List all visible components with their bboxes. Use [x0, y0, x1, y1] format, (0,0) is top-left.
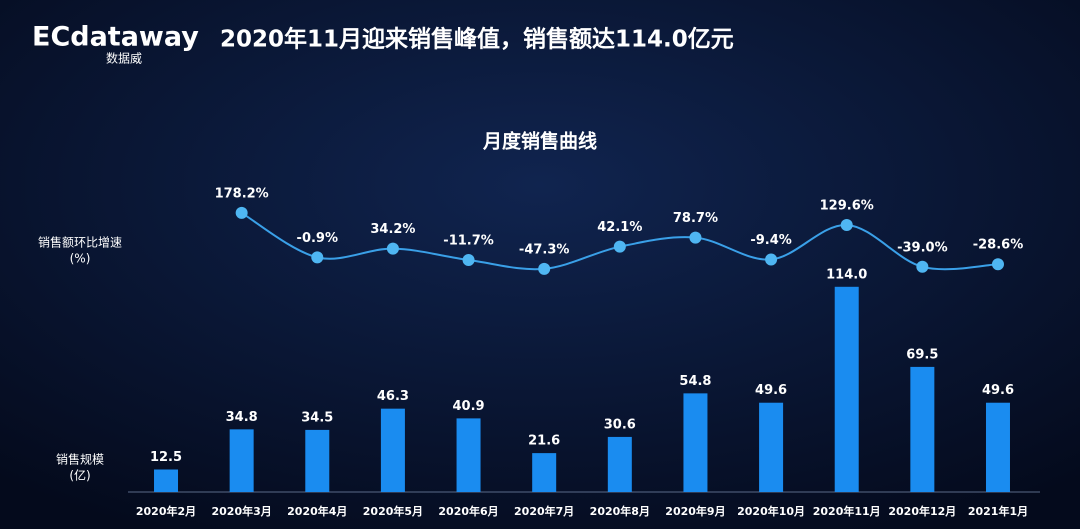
x-tick-label: 2020年11月	[813, 504, 881, 518]
point	[916, 260, 929, 273]
data-label: 129.6%	[820, 198, 874, 213]
series-label: 销售额环比增速	[38, 235, 122, 250]
x-tick-label: 2020年2月	[136, 504, 196, 518]
bar	[834, 286, 859, 492]
x-tick-label: 2021年1月	[968, 504, 1028, 518]
point	[689, 231, 702, 244]
data-label: 42.1%	[597, 220, 642, 235]
point	[462, 254, 475, 267]
x-tick-label: 2020年4月	[287, 504, 347, 518]
x-tick-label: 2020年8月	[590, 504, 650, 518]
data-label: 12.5	[150, 450, 182, 465]
data-label: -11.7%	[443, 234, 494, 249]
logo: ECdataway	[32, 22, 199, 53]
bar	[985, 402, 1010, 492]
series-unit: (%)	[70, 252, 91, 266]
point	[311, 251, 324, 264]
point	[991, 258, 1004, 271]
bar	[154, 469, 179, 492]
chart-title: 月度销售曲线	[482, 130, 597, 153]
data-label: 69.5	[906, 347, 938, 362]
logo-sub: 数据威	[106, 51, 142, 66]
data-label: 114.0	[826, 267, 867, 282]
point	[386, 242, 399, 255]
data-label: 30.6	[604, 417, 636, 432]
point	[613, 240, 626, 253]
data-label: 54.8	[679, 374, 711, 389]
point	[840, 218, 853, 231]
bar	[759, 402, 784, 492]
bar	[607, 436, 632, 492]
page-title: 2020年11月迎来销售峰值，销售额达114.0亿元	[220, 26, 734, 53]
x-tick-label: 2020年7月	[514, 504, 574, 518]
x-tick-label: 2020年12月	[888, 504, 956, 518]
data-label: 21.6	[528, 434, 560, 449]
data-label: -47.3%	[519, 242, 570, 257]
bar	[229, 429, 254, 492]
data-label: 78.7%	[673, 211, 718, 226]
data-label: -0.9%	[297, 231, 338, 246]
data-label: 49.6	[755, 383, 787, 398]
data-label: 34.5	[301, 410, 333, 425]
x-tick-label: 2020年5月	[363, 504, 423, 518]
series-label: 销售规模	[56, 452, 104, 467]
point	[235, 206, 248, 219]
bar	[532, 453, 557, 492]
data-label: 34.2%	[370, 222, 415, 237]
data-label: 178.2%	[215, 186, 269, 201]
x-tick-label: 2020年3月	[212, 504, 272, 518]
data-label: 49.6	[982, 383, 1014, 398]
x-tick-label: 2020年9月	[665, 504, 725, 518]
data-label: 46.3	[377, 389, 409, 404]
bar	[910, 366, 935, 492]
bar	[683, 393, 708, 492]
point	[538, 262, 551, 275]
data-label: 40.9	[453, 399, 485, 414]
x-tick-label: 2020年6月	[438, 504, 498, 518]
x-tick-label: 2020年10月	[737, 504, 805, 518]
data-label: -39.0%	[897, 240, 948, 255]
data-label: 34.8	[226, 410, 258, 425]
bar	[456, 418, 481, 492]
bar	[305, 429, 330, 492]
series-unit: (亿)	[69, 468, 90, 483]
bar	[380, 408, 405, 492]
data-label: -28.6%	[973, 238, 1024, 253]
data-label: -9.4%	[750, 233, 791, 248]
point	[765, 253, 778, 266]
